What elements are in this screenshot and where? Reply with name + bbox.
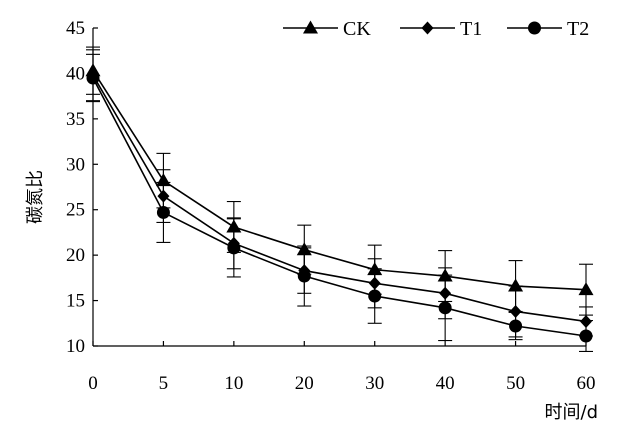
series-t1 bbox=[86, 49, 593, 338]
y-tick-label: 35 bbox=[66, 109, 85, 130]
legend-label: T1 bbox=[460, 18, 482, 40]
x-tick-label: 40 bbox=[436, 373, 455, 394]
data-point-ck bbox=[578, 282, 594, 296]
x-tick-label: 60 bbox=[577, 373, 596, 394]
data-point-t2 bbox=[297, 269, 311, 283]
data-point-t2 bbox=[579, 329, 593, 343]
data-point-t2 bbox=[227, 241, 241, 255]
data-point-t2 bbox=[368, 289, 382, 303]
x-tick-label: 50 bbox=[506, 373, 525, 394]
legend-marker bbox=[528, 21, 541, 35]
series-ck bbox=[85, 46, 594, 316]
y-tick-label: 45 bbox=[66, 18, 85, 39]
legend-label: CK bbox=[343, 18, 371, 40]
x-tick-label: 5 bbox=[159, 373, 169, 394]
data-point-t2 bbox=[156, 205, 170, 219]
x-ticks: 0 5 10 20 30 40 50 60 bbox=[88, 341, 596, 394]
legend-marker bbox=[421, 21, 434, 35]
y-tick-label: 10 bbox=[66, 336, 85, 357]
data-point-t2 bbox=[86, 71, 100, 85]
plot-area bbox=[85, 46, 594, 353]
axes bbox=[92, 28, 586, 347]
data-point-t2 bbox=[509, 319, 523, 333]
legend: CK T1 T2 bbox=[283, 18, 589, 40]
y-tick-label: 20 bbox=[66, 245, 85, 266]
y-tick-label: 30 bbox=[66, 154, 85, 175]
series-t2 bbox=[86, 53, 593, 353]
legend-item-t1: T1 bbox=[400, 18, 482, 40]
data-point-t1 bbox=[509, 304, 522, 318]
x-axis-title: 时间/d bbox=[545, 402, 599, 423]
series-line-ck bbox=[92, 70, 587, 291]
x-tick-label: 0 bbox=[88, 373, 98, 394]
series-line-t2 bbox=[92, 77, 587, 337]
legend-item-ck: CK bbox=[283, 18, 371, 40]
y-ticks: 10 15 20 25 30 35 40 45 bbox=[66, 18, 98, 357]
y-tick-label: 15 bbox=[66, 291, 85, 312]
x-tick-label: 30 bbox=[365, 373, 384, 394]
data-point-t2 bbox=[438, 301, 452, 315]
y-tick-label: 40 bbox=[66, 63, 85, 84]
y-axis-title: 碳氮比 bbox=[25, 170, 46, 224]
legend-label: T2 bbox=[567, 18, 589, 40]
legend-marker bbox=[303, 20, 318, 34]
x-tick-label: 20 bbox=[295, 373, 314, 394]
legend-item-t2: T2 bbox=[507, 18, 589, 40]
series-line-t1 bbox=[92, 74, 587, 323]
y-tick-label: 25 bbox=[66, 200, 85, 221]
x-tick-label: 10 bbox=[224, 373, 243, 394]
data-point-ck bbox=[508, 278, 524, 292]
